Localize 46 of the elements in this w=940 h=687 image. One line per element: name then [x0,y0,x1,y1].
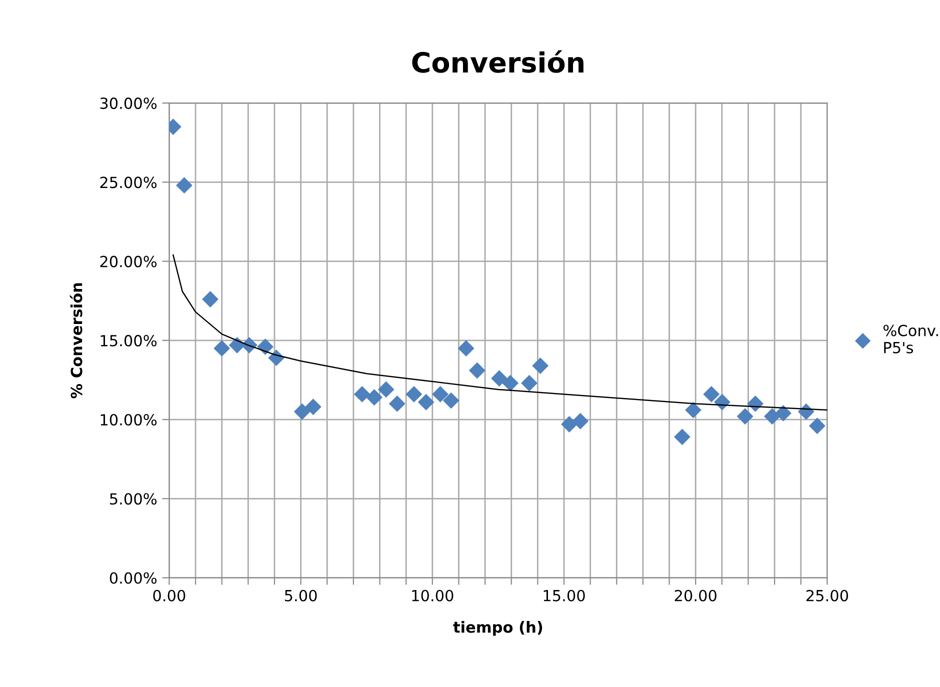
y-tick-label: 30.00% [100,98,157,110]
point [561,416,578,432]
legend-label: %Conv. P5's [884,324,938,354]
point [432,386,449,402]
point [406,386,422,402]
y-tick-label: 10.00% [100,414,157,426]
point [418,394,434,410]
x-tick-label: 10.00 [412,590,454,602]
y-tick-label: 25.00% [100,176,157,188]
x-tick-label: 0.00 [153,590,186,602]
point [214,340,230,357]
point [366,389,382,406]
point [703,386,720,402]
point [736,408,754,425]
point [378,381,394,398]
point [764,408,780,425]
point [572,412,589,430]
point [442,392,460,409]
point [257,338,274,355]
point [202,291,218,308]
point [294,403,310,420]
point [808,418,826,434]
point [685,402,702,418]
y-tick-label: 5.00% [110,493,157,505]
point [532,358,549,374]
point [304,398,322,416]
point [458,340,474,357]
x-axis-title: tiempo (h) [453,621,542,636]
point [354,386,370,402]
x-tick-label: 5.00 [284,590,317,602]
y-tick-label: 0.00% [110,572,157,584]
chart-title: Conversión [412,50,584,73]
y-tick-label: 20.00% [100,256,157,268]
y-axis-title: % Conversión [70,283,82,398]
point [468,362,486,379]
point [388,395,406,412]
point [521,374,538,392]
point [176,177,192,194]
point [502,374,519,392]
x-tick-label: 15.00 [544,590,585,602]
x-tick-label: 25.00 [806,590,848,602]
point [674,428,690,446]
x-tick-label: 20.00 [674,590,716,602]
point [491,370,508,387]
point [775,404,792,422]
y-tick-label: 15.00% [100,334,157,346]
